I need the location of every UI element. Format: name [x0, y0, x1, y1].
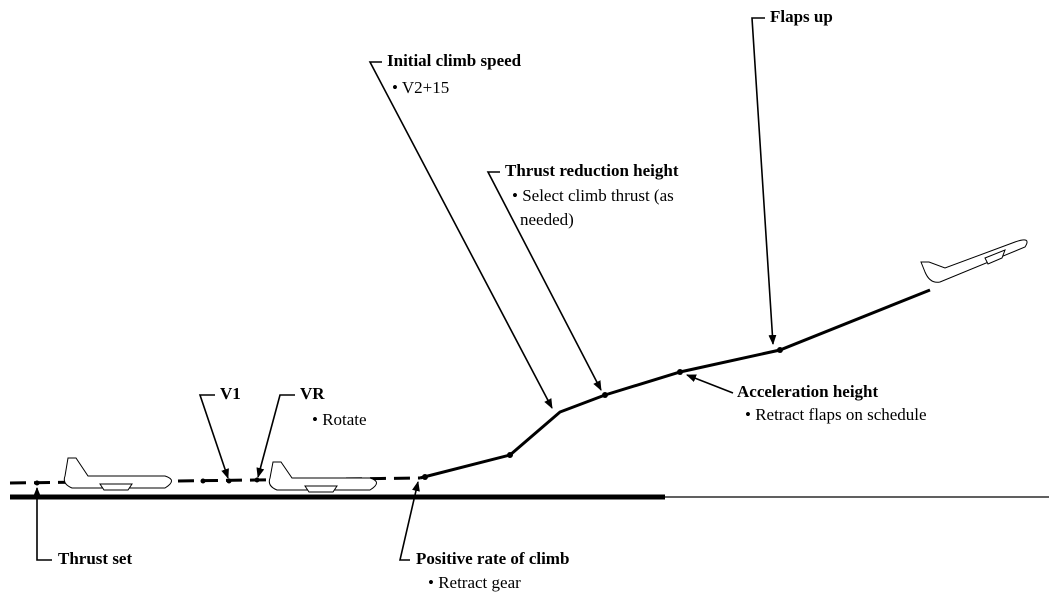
note: • V2+15	[392, 78, 449, 97]
leader-acceleration	[686, 374, 734, 394]
leader-positive-rate	[398, 481, 420, 561]
leader-thrust-reduction	[486, 171, 602, 391]
note: • Select climb thrust (as	[512, 186, 674, 205]
leader-initial-climb	[368, 61, 553, 409]
leader-thrust-set	[33, 487, 52, 561]
aircraft-ground-1	[63, 457, 172, 491]
label: Positive rate of climb	[416, 549, 569, 568]
note: • Retract flaps on schedule	[745, 405, 927, 424]
leader-flaps-up	[751, 17, 777, 345]
note: • Rotate	[312, 410, 367, 429]
label: Flaps up	[770, 7, 833, 26]
label: Thrust set	[58, 549, 132, 568]
leader-v1	[198, 394, 229, 479]
note: • Retract gear	[428, 573, 521, 592]
label: VR	[300, 384, 325, 403]
aircraft-climb	[920, 239, 1028, 283]
label: Thrust reduction height	[505, 161, 679, 180]
note: needed)	[520, 210, 574, 229]
label: V1	[220, 384, 241, 403]
label: Acceleration height	[737, 382, 878, 401]
aircraft-ground-2	[268, 461, 377, 493]
path-points	[34, 347, 783, 486]
label: Initial climb speed	[387, 51, 522, 70]
leader-vr	[256, 394, 295, 478]
